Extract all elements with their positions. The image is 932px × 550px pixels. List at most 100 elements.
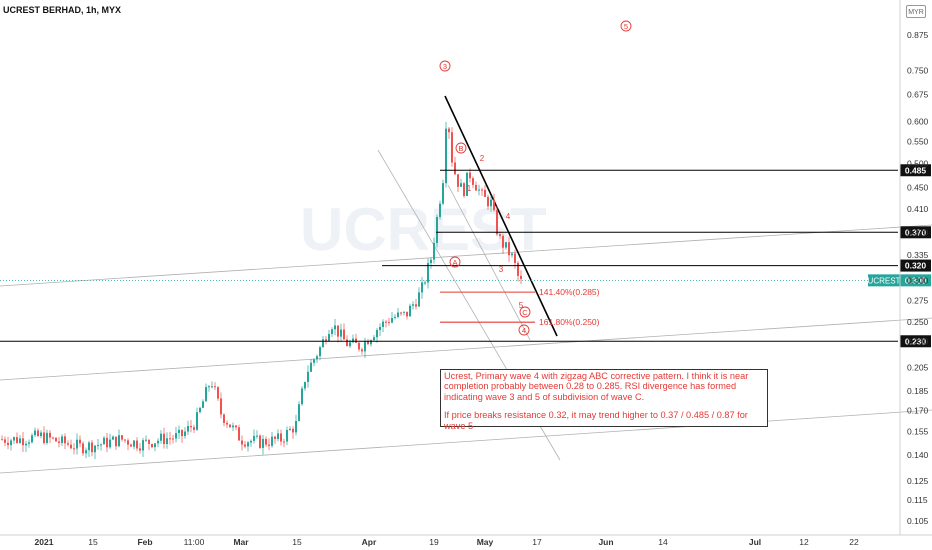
candle-body: [79, 439, 81, 444]
fib-label: 141.40%(0.285): [539, 287, 600, 297]
candle-body: [97, 444, 99, 446]
candle-body: [493, 199, 495, 211]
candle-body: [427, 263, 429, 283]
wave-label-circle: [449, 256, 461, 268]
candle-body: [145, 439, 147, 441]
price-tick-label: 0.185: [907, 386, 929, 396]
time-axis[interactable]: 2021 15 Feb 11:00 Mar 15 Apr 19 May 17 Jun 14 Jul 12 2…: [0, 534, 932, 547]
wave-label: C: [522, 308, 528, 317]
price-tick-label: 0.410: [907, 204, 929, 214]
candle-body: [82, 443, 84, 454]
candle-body: [478, 189, 480, 191]
candle-body: [163, 433, 165, 445]
candle-body: [373, 337, 375, 341]
candle-body: [424, 282, 426, 284]
candle-body: [433, 242, 435, 260]
candle-body: [490, 199, 492, 207]
price-tick-label: 0.230: [907, 336, 929, 346]
candle-body: [385, 321, 387, 323]
candle-body: [238, 427, 240, 441]
candle-body: [316, 356, 318, 360]
candle-body: [160, 433, 162, 441]
candle-body: [457, 174, 459, 187]
watermark-symbol: UCREST: [300, 196, 547, 263]
candle-body: [190, 425, 192, 428]
candle-body: [313, 359, 315, 363]
candle-body: [61, 436, 63, 443]
candle-body: [439, 203, 441, 218]
candle-body: [277, 433, 279, 439]
price-tick-label: 0.335: [907, 250, 929, 260]
candle-body: [220, 398, 222, 415]
candle-body: [517, 263, 519, 276]
candle-body: [184, 431, 186, 437]
candle-body: [205, 387, 207, 402]
last-price-tag-label: 0.300: [905, 275, 927, 285]
candle-body: [505, 242, 507, 248]
candle-body: [418, 292, 420, 307]
wave-label-circle: [439, 60, 451, 72]
candle-body: [331, 329, 333, 334]
candle-body: [337, 325, 339, 337]
time-tick-label: Mar: [233, 537, 249, 547]
price-tick-label: 0.275: [907, 295, 929, 305]
time-tick-label: 11:00: [184, 537, 205, 547]
candle-body: [262, 438, 264, 448]
price-tick-label: 0.155: [907, 427, 929, 437]
watermark: UCREST: [300, 196, 547, 263]
candle-body: [175, 433, 177, 439]
candle-body: [43, 432, 45, 443]
downtrend-line: [444, 95, 558, 337]
horizontal-levels: 0.485 0.370 0.320 0.230 UCREST 0.300: [0, 164, 931, 348]
candle-body: [244, 444, 246, 447]
candle-body: [67, 443, 69, 445]
candle-body: [289, 428, 291, 431]
wave-label: A: [452, 258, 457, 267]
price-tick-label: 0.550: [907, 136, 929, 146]
candle-body: [355, 338, 357, 343]
candle-body: [271, 436, 273, 446]
candle-body: [412, 304, 414, 306]
candle-body: [343, 329, 345, 340]
wave-labels: 3 5 B A C 4 1 2 3 4 5: [439, 20, 632, 336]
candle-body: [31, 435, 33, 443]
candle-body: [130, 444, 132, 447]
channel-line: [447, 184, 531, 341]
candle-body: [208, 386, 210, 388]
candle-body: [520, 275, 522, 279]
candle-body: [421, 282, 423, 293]
price-tick-label: 0.170: [907, 406, 929, 416]
candle-body: [322, 339, 324, 348]
candle-body: [295, 420, 297, 433]
candle-body: [40, 432, 42, 437]
candle-body: [70, 444, 72, 449]
candle-body: [16, 437, 18, 443]
price-axis[interactable]: 0.875 0.750 0.675 0.600 0.550 0.500 0.450 0.410…: [899, 0, 929, 535]
candle-body: [151, 443, 153, 448]
candle-body: [46, 432, 48, 443]
candle-body: [397, 312, 399, 317]
price-tick-label: 0.500: [907, 158, 929, 168]
wave-label: 4: [522, 326, 526, 335]
wave-label-circle: [455, 142, 467, 154]
wave-label-circle: [620, 20, 632, 32]
candle-body: [502, 235, 504, 248]
time-tick-label: 2021: [35, 537, 54, 547]
candle-body: [241, 440, 243, 445]
channel-line: [0, 409, 932, 474]
candle-body: [487, 196, 489, 207]
wave-label: 5: [624, 22, 628, 31]
candle-body: [253, 435, 255, 441]
candle-body: [256, 435, 258, 437]
candle-body: [460, 183, 462, 187]
candle-body: [76, 439, 78, 449]
candle-body: [448, 128, 450, 133]
candle-body: [340, 329, 342, 337]
candle-body: [109, 439, 111, 448]
price-tick-label: 0.600: [907, 116, 929, 126]
candle-body: [1, 439, 3, 441]
time-tick-label: 15: [88, 537, 98, 547]
candle-body: [19, 438, 21, 443]
wave-label: 3: [443, 62, 447, 71]
